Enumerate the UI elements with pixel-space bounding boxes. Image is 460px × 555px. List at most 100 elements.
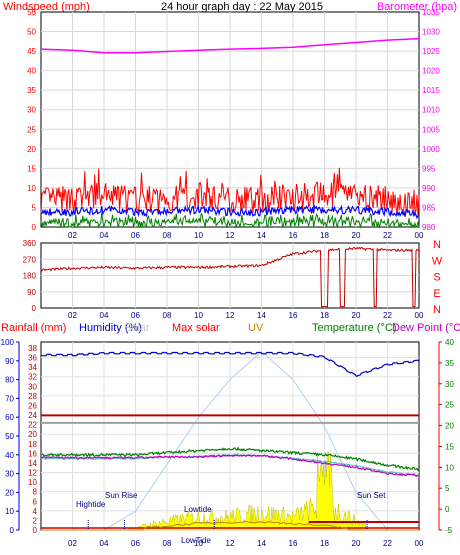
direction-hour-tick: 02 [68,311,77,320]
windspeed-tick: 40 [27,67,36,76]
windspeed-tick: 15 [27,164,36,173]
climate-hour-tick: 04 [100,539,109,548]
direction-hour-tick: 04 [100,311,109,320]
windspeed-tick: 0 [32,223,37,232]
sunrise-annotation: Sun Rise [105,491,138,500]
uv-line [41,520,419,531]
barometer-tick: 1000 [422,145,440,154]
direction-hour-tick: 06 [131,311,140,320]
direction-hour-tick: 14 [257,311,266,320]
chart-title: 24 hour graph day : 22 May 2015 [161,1,323,13]
windspeed-tick: 20 [27,145,36,154]
wind-hour-tick: 12 [226,231,235,240]
temperature-tick: 20 [445,422,454,431]
rainfall-tick: 36 [28,354,37,363]
rainfall-tick: 28 [28,392,37,401]
direction-hour-tick: 16 [289,311,298,320]
wind-hour-tick: 18 [320,231,329,240]
direction-degree-tick: 360 [23,239,37,248]
climate-hour-tick: 08 [163,539,172,548]
wind-hour-tick: 08 [163,231,172,240]
humidity-tick: 0 [10,526,15,535]
climate-hour-tick: 06 [131,539,140,548]
direction-degree-tick: 180 [23,272,37,281]
windspeed-tick: 30 [27,106,36,115]
windspeed-average-line [40,204,420,220]
humidity-axis-label: Humidity (%) [79,322,142,334]
temperature-tick: 30 [445,380,454,389]
solar-axis-label: Solar [124,322,150,334]
climate-hour-tick: 22 [383,539,392,548]
climate-hour-tick: 14 [257,539,266,548]
direction-hour-tick: 20 [352,311,361,320]
dewpoint-axis-label: Dew Point (°C) [392,322,460,334]
rainfall-tick: 8 [33,488,38,497]
temperature-tick-labels: 40 35 30 25 20 15 10 5 0 -5 [439,338,454,535]
rainfall-tick: 18 [28,440,37,449]
climate-hour-tick: 18 [320,539,329,548]
wind-hour-tick: 06 [131,231,140,240]
humidity-tick: 90 [5,357,14,366]
rainfall-tick: 22 [28,421,37,430]
barometer-tick: 1005 [422,125,440,134]
humidity-tick: 10 [5,507,14,516]
barometer-tick: 1035 [422,8,440,17]
temperature-tick: 5 [445,484,450,493]
lowtide-annotation-2: LowTide [181,536,211,545]
barometer-tick: 1020 [422,67,440,76]
windspeed-axis-label: Windspeed (mph) [3,1,90,13]
direction-degree-tick: 0 [32,304,37,313]
rainfall-tick: 0 [33,526,38,535]
rainfall-tick: 12 [28,469,37,478]
temperature-tick: 40 [445,338,454,347]
compass-tick: S [433,272,440,284]
lowtide-annotation: Lowtide [184,505,212,514]
wind-hour-tick: 02 [68,231,77,240]
windspeed-tick: 50 [27,28,36,37]
uv-axis-label: UV [248,322,264,334]
rainfall-tick: 14 [28,459,37,468]
climate-hour-tick: 00 [415,539,424,548]
wind-hour-tick: 22 [383,231,392,240]
rainfall-tick: 10 [28,478,37,487]
temperature-tick: -5 [445,526,453,535]
humidity-tick: 100 [1,338,15,347]
humidity-tick: 60 [5,413,14,422]
compass-tick: E [433,288,440,300]
wind-minimum-line [40,212,420,229]
rainfall-tick: 32 [28,373,37,382]
barometer-tick: 1030 [422,28,440,37]
climate-hour-tick: 16 [289,539,298,548]
direction-hour-tick: 12 [226,311,235,320]
climate-hour-tick: 12 [226,539,235,548]
barometer-tick: 985 [422,203,436,212]
rainfall-tick: 30 [28,382,37,391]
climate-hour-tick: 10 [194,539,203,548]
temperature-tick: 15 [445,442,454,451]
windspeed-tick: 10 [27,184,36,193]
rainfall-tick: 24 [28,411,37,420]
direction-hour-tick: 10 [194,311,203,320]
direction-hour-tick: 08 [163,311,172,320]
compass-tick: N [433,304,441,316]
barometer-tick: 990 [422,184,436,193]
direction-panel-grid [41,243,419,308]
barometer-tick: 1015 [422,86,440,95]
direction-panel-hour-labels: 02 04 06 08 10 12 14 16 18 20 22 00 [68,311,424,320]
rainfall-tick: 6 [33,497,38,506]
hightide-annotation: Hightide [76,500,106,509]
humidity-tick: 50 [5,432,14,441]
direction-series [40,246,420,308]
rainfall-tick: 16 [28,449,37,458]
rainfall-tick: 4 [33,507,38,516]
humidity-tick: 80 [5,376,14,385]
rainfall-tick: 20 [28,430,37,439]
wind-hour-tick: 14 [257,231,266,240]
windspeed-tick: 45 [27,47,36,56]
wind-hour-tick: 20 [352,231,361,240]
direction-hour-tick: 00 [415,311,424,320]
temperature-tick: 0 [445,505,450,514]
